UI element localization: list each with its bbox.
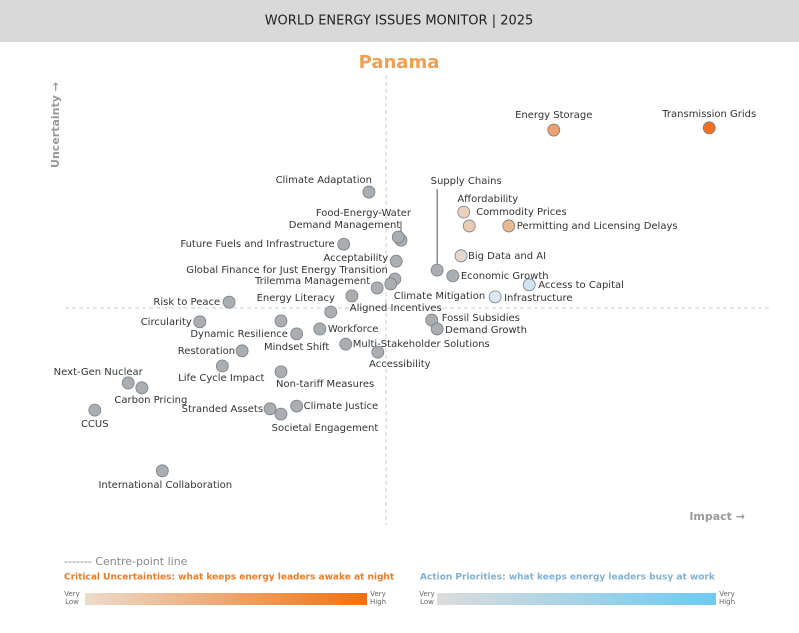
point [290,327,304,341]
point [457,205,471,219]
point-label: Non-tariff Measures [276,379,374,390]
point [522,278,536,292]
point-label: Demand Growth [445,325,527,336]
point-label: International Collaboration [98,480,232,491]
point-label: Infrastructure [504,293,572,304]
point-label: Risk to Peace [153,297,220,308]
point-label: Next-Gen Nuclear [54,367,144,378]
point [345,289,359,303]
point [337,237,351,251]
point [391,230,405,244]
y-axis-label: Uncertainty → [49,82,62,168]
point-label: Future Fuels and Infrastructure [180,239,334,250]
point-label: Supply Chains [431,176,502,187]
point [215,359,229,373]
point-label: Energy Literacy [257,293,335,304]
point [702,121,716,135]
point-label: Acceptability [323,253,388,264]
plot: Energy Storage Transmission Grids Climate … [54,75,770,525]
legend-high: Very High [719,590,735,606]
point [88,403,102,417]
point-label: Workforce [328,324,379,335]
point-label: Commodity Prices [476,207,566,218]
point [547,123,561,137]
point-label: Affordability [457,194,518,205]
point [446,269,460,283]
point-label: Life Cycle Impact [178,373,264,384]
point [135,381,149,395]
point-label: Restoration [178,346,235,357]
centre-line-legend: ------- Centre-point line [64,555,188,568]
action-legend: Action Priorities: what keeps energy lea… [420,573,716,583]
point [313,322,327,336]
point-label: Demand Management [289,220,401,231]
point-label: Food-Energy-Water [316,208,412,219]
header: WORLD ENERGY ISSUES MONITOR | 2025 [265,14,534,29]
header-bar [0,0,799,42]
point [263,402,277,416]
point [384,277,398,291]
point-label: Multi-Stakeholder Solutions [353,339,490,350]
point-label: Energy Storage [515,110,592,121]
point-label: CCUS [81,419,109,430]
point-label: Dynamic Resilience [190,329,288,340]
point-label: Aligned Incentives [350,303,442,314]
point [155,464,169,478]
point [370,281,384,295]
point [121,376,135,390]
point-label: Circularity [141,317,192,328]
point [430,322,444,336]
point-label: Societal Engagement [272,423,379,434]
point-label: Carbon Pricing [114,395,187,406]
chart-title: Panama [359,52,440,73]
point-label: Economic Growth [461,271,549,282]
point-label: Big Data and AI [468,251,546,262]
point-label: Mindset Shift [264,342,329,353]
action-gradient [437,593,716,605]
point-label: Climate Adaptation [276,175,372,186]
legend-low: Very Low [64,590,80,606]
point [193,315,207,329]
point [430,263,444,277]
point [454,249,468,263]
point [274,314,288,328]
point-label: Permitting and Licensing Delays [517,221,678,232]
point [362,185,376,199]
point [290,399,304,413]
point [462,219,476,233]
point [222,295,236,309]
point-label: Global Finance for Just Energy Transitio… [186,265,388,276]
critical-gradient [85,593,367,605]
point [274,407,288,421]
point-label: Climate Mitigation [394,291,485,302]
point [274,365,288,379]
point-label: Fossil Subsidies [442,313,520,324]
point [371,345,385,359]
x-axis-label: Impact → [689,510,745,523]
point [339,337,353,351]
point-label: Stranded Assets [182,404,263,415]
point-label: Access to Capital [538,280,624,291]
point [324,305,338,319]
point-label: Climate Justice [304,401,379,412]
point [389,254,403,268]
point-label: Accessibility [369,359,431,370]
point [488,290,502,304]
point-label: Trilemma Management [254,276,370,287]
critical-legend: Critical Uncertainties: what keeps energ… [64,573,395,583]
point-label: Transmission Grids [661,109,756,120]
point [235,344,249,358]
legend-high: Very High [370,590,386,606]
point [502,219,516,233]
legend-low: Very Low [419,590,435,606]
